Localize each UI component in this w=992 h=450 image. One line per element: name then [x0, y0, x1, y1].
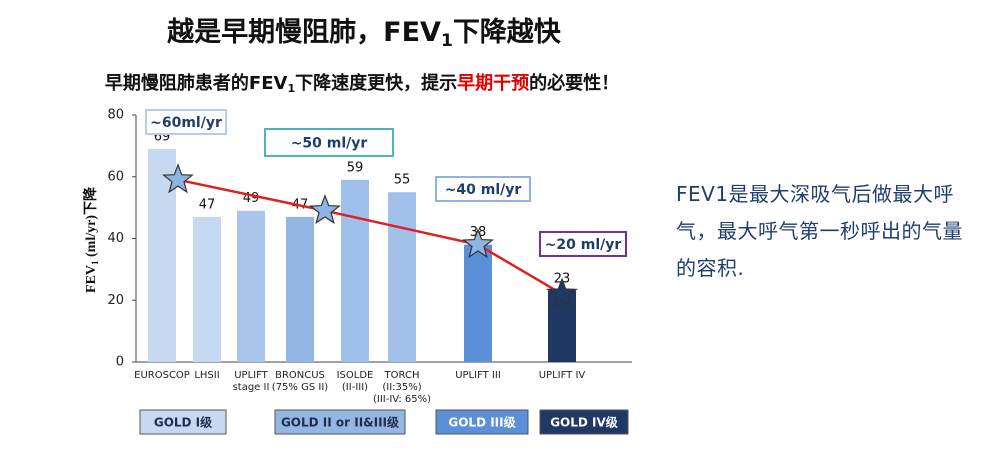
gold-box — [539, 409, 629, 435]
trend-marker — [162, 163, 194, 194]
value-label: 59 — [347, 160, 364, 175]
x-tick-label: BRONCUS — [275, 370, 325, 381]
bar — [388, 192, 416, 362]
rate-box — [264, 128, 394, 157]
x-tick-label: ISOLDE — [337, 370, 374, 381]
y-tick-label: 80 — [107, 108, 124, 123]
value-label: 55 — [394, 173, 411, 188]
gold-box — [435, 409, 529, 435]
y-tick-label: 0 — [116, 355, 124, 370]
x-tick-label: (75% GS II) — [272, 382, 328, 393]
bar — [286, 216, 314, 362]
trend-marker — [546, 277, 578, 308]
x-tick-label: UPLIFT III — [455, 370, 501, 381]
rate-label: ~50 ml/yr — [291, 136, 368, 152]
x-tick-label: (II-III) — [342, 382, 368, 393]
x-tick-label: UPLIFT IV — [539, 370, 586, 381]
bar — [341, 179, 369, 362]
trend-marker — [309, 193, 341, 225]
gold-label: GOLD I级 — [154, 415, 212, 430]
x-tick-label: stage II — [233, 382, 270, 393]
y-tick-label: 20 — [107, 293, 124, 308]
x-tick-label: TORCH — [384, 370, 420, 381]
gold-label: GOLD III级 — [448, 415, 515, 430]
y-tick-label: 60 — [107, 169, 124, 184]
x-tick-label: (II:35%) — [382, 382, 421, 393]
bar — [464, 244, 492, 362]
bar — [548, 290, 576, 362]
x-tick-label: (III-IV: 65%) — [373, 394, 431, 405]
rate-box — [435, 176, 531, 202]
bar — [193, 216, 221, 362]
x-tick-label: UPLIFT — [234, 370, 268, 381]
chart-title: 越是早期慢阻肺，FEV1下降越快 — [167, 17, 562, 52]
bar — [237, 210, 265, 362]
trend-line — [177, 178, 563, 296]
gold-box — [274, 409, 406, 435]
rate-label: ~40 ml/yr — [445, 182, 522, 198]
rate-box — [145, 109, 227, 135]
chart-subtitle: 早期慢阻肺患者的FEV1下降速度更快，提示早期干预的必要性！ — [105, 72, 619, 95]
y-axis-label: FEV1 (ml/yr)下降 — [82, 186, 100, 293]
trend-marker — [462, 227, 494, 259]
value-label: 47 — [199, 197, 216, 212]
y-tick-label: 40 — [107, 231, 124, 246]
note: FEV1是最大深吸气后做最大呼气，最大呼气第一秒呼出的气量的容积. — [676, 182, 963, 280]
x-tick-label: LHSII — [194, 370, 219, 381]
gold-label: GOLD II or II&III级 — [281, 415, 399, 430]
rate-label: ~20 ml/yr — [545, 237, 622, 253]
gold-label: GOLD IV级 — [550, 415, 618, 430]
rate-box — [539, 231, 627, 257]
gold-box — [139, 409, 227, 435]
rate-label: ~60ml/yr — [150, 115, 222, 131]
x-tick-label: EUROSCOP — [134, 370, 190, 381]
